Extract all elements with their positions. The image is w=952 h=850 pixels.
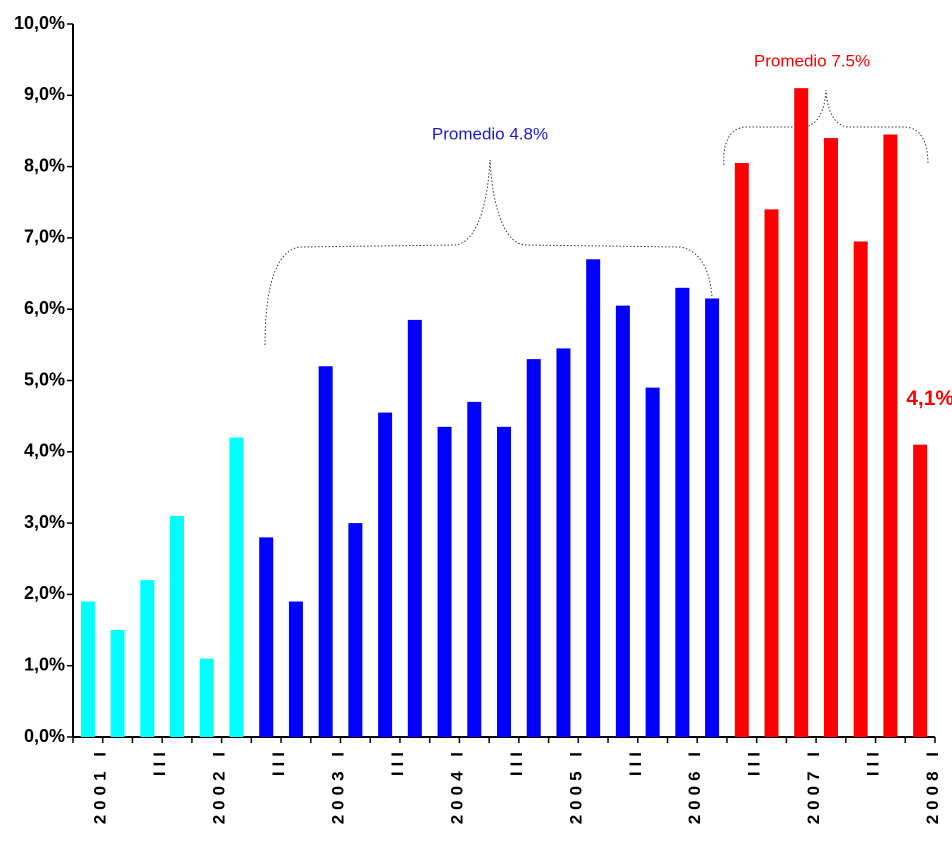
y-tick-label: 4,0% [24,441,65,461]
bar [288,601,303,737]
bar [526,359,541,737]
bar [586,259,601,737]
value-label: 4,1% [906,387,952,410]
bar [407,319,422,737]
bar [378,412,393,737]
bar [348,523,363,737]
bar [556,348,571,737]
bar [734,163,749,737]
bar [170,515,185,737]
bar [497,426,511,737]
bar [199,658,214,737]
x-tick-label: 2003 I [329,747,348,824]
bar [259,537,274,737]
y-tick-label: 0,0% [24,726,65,746]
x-tick-label: III [269,747,288,776]
x-tick-label: 2006 I [685,747,704,824]
x-tick-label: III [864,747,883,776]
x-tick-label: 2002 I [210,747,229,824]
bar [705,298,720,737]
bar [615,305,630,737]
bar [110,630,125,737]
x-tick-label: 2005 I [566,747,585,824]
y-tick-label: 10,0% [14,13,65,33]
y-tick-label: 3,0% [24,512,65,532]
bar [229,437,244,737]
bar [437,426,452,737]
average-brace [264,159,713,346]
x-tick-label: 2001 I [91,747,110,824]
average-brace [723,89,929,166]
bar [318,366,333,737]
bar [80,601,95,737]
y-tick-label: 7,0% [24,227,65,247]
y-tick-label: 1,0% [24,654,65,674]
y-tick-label: 8,0% [24,155,65,175]
y-tick-label: 9,0% [24,84,65,104]
annotation: Promedio 7.5% [754,51,870,70]
y-tick-label: 6,0% [24,298,65,318]
bar [467,401,482,737]
x-tick-label: III [507,747,526,776]
bar [645,387,660,737]
bar [913,444,928,737]
y-tick-label: 2,0% [24,583,65,603]
x-tick-label: III [150,747,169,776]
bar [764,209,779,737]
annotation: Promedio 4.8% [432,124,548,143]
x-tick-label: III [745,747,764,776]
x-tick-label: III [626,747,645,776]
bar [675,287,690,737]
bar [823,138,838,737]
x-tick-label: 2008 I [923,747,942,824]
y-tick-label: 5,0% [24,369,65,389]
bar [853,241,868,737]
bar [883,134,898,737]
bar [794,88,809,738]
x-tick-label: 2007 I [804,747,823,824]
x-tick-label: III [388,747,407,776]
bar [140,580,155,737]
x-tick-label: 2004 I [447,747,466,824]
